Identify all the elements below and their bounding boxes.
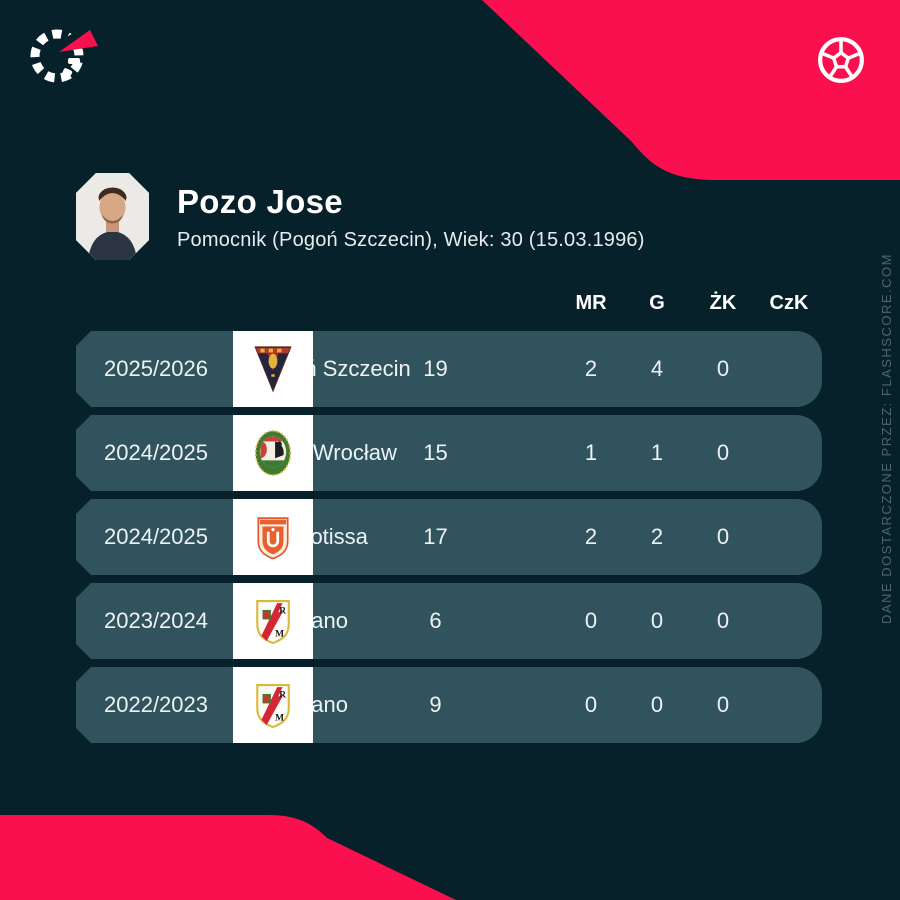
slask-wroclaw-crest — [252, 428, 294, 478]
club-logo-tile — [233, 494, 313, 580]
attribution-watermark: DANE DOSTARCZONE PRZEZ: FLASHSCORE.COM — [879, 253, 894, 624]
column-header-czk: CzK — [769, 291, 809, 314]
season-row-2023-2024: 2023/2024 R M Vallecano 6 0 0 0 — [76, 583, 822, 659]
column-header-zk: ŻK — [709, 291, 737, 314]
top-right-accent-shape — [482, 0, 900, 180]
stat-mr: 15 — [423, 440, 448, 465]
season-row-2024-2025-karmiotissa: 2024/2025 Karmiotissa 17 2 2 0 — [76, 499, 822, 575]
svg-text:R: R — [279, 691, 286, 701]
stat-zk: 2 — [650, 524, 664, 549]
column-header-mr: MR — [575, 291, 607, 314]
stat-czk: 0 — [716, 608, 730, 633]
player-name: Pozo Jose — [177, 183, 343, 220]
season-label: 2024/2025 — [104, 524, 208, 549]
stat-g: 0 — [584, 692, 598, 717]
season-row-2024-2025-slask: 2024/2025 Śląsk Wrocław 15 1 — [76, 415, 822, 491]
svg-text:M: M — [275, 714, 284, 724]
season-row-2025-2026: 2025/2026 Pogoń Szczecin 19 2 4 0 — [76, 331, 822, 407]
stat-zk: 0 — [650, 692, 664, 717]
stat-zk: 0 — [650, 608, 664, 633]
column-header-g: G — [649, 291, 665, 314]
stat-czk: 0 — [716, 524, 730, 549]
club-logo-tile: R M — [233, 662, 313, 748]
stat-czk: 0 — [716, 692, 730, 717]
rayo-vallecano-crest: R M — [252, 596, 294, 646]
karmiotissa-crest — [252, 512, 294, 562]
soccer-ball-icon — [818, 37, 864, 83]
season-label: 2024/2025 — [104, 440, 208, 465]
player-avatar — [76, 173, 149, 260]
bottom-left-accent-shape — [0, 815, 456, 900]
pogon-szczecin-crest — [252, 344, 294, 394]
stat-g: 2 — [584, 356, 598, 381]
season-stats-list: 2025/2026 Pogoń Szczecin 19 2 4 0 — [76, 331, 822, 751]
stat-g: 0 — [584, 608, 598, 633]
player-subtitle: Pomocnik (Pogoń Szczecin), Wiek: 30 (15.… — [177, 229, 645, 251]
stat-g: 2 — [584, 524, 598, 549]
season-row-2022-2023: 2022/2023 R M Vallecano 9 0 0 0 — [76, 667, 822, 743]
season-label: 2025/2026 — [104, 356, 208, 381]
rayo-vallecano-crest: R M — [252, 680, 294, 730]
season-label: 2022/2023 — [104, 692, 208, 717]
season-label: 2023/2024 — [104, 608, 208, 633]
svg-text:R: R — [279, 607, 286, 617]
stat-mr: 19 — [423, 356, 448, 381]
stats-header-row: MR G ŻK CzK — [76, 288, 822, 318]
club-logo-tile — [233, 326, 313, 412]
player-photo — [76, 173, 149, 260]
stat-mr: 17 — [423, 524, 448, 549]
svg-text:M: M — [275, 630, 284, 640]
flashscore-logo — [30, 22, 104, 83]
stat-zk: 1 — [650, 440, 664, 465]
stat-mr: 9 — [429, 692, 442, 717]
stat-czk: 0 — [716, 356, 730, 381]
stat-czk: 0 — [716, 440, 730, 465]
stat-mr: 6 — [429, 608, 442, 633]
stat-g: 1 — [584, 440, 598, 465]
club-logo-tile: R M — [233, 578, 313, 664]
club-logo-tile — [233, 410, 313, 496]
stat-zk: 4 — [650, 356, 664, 381]
